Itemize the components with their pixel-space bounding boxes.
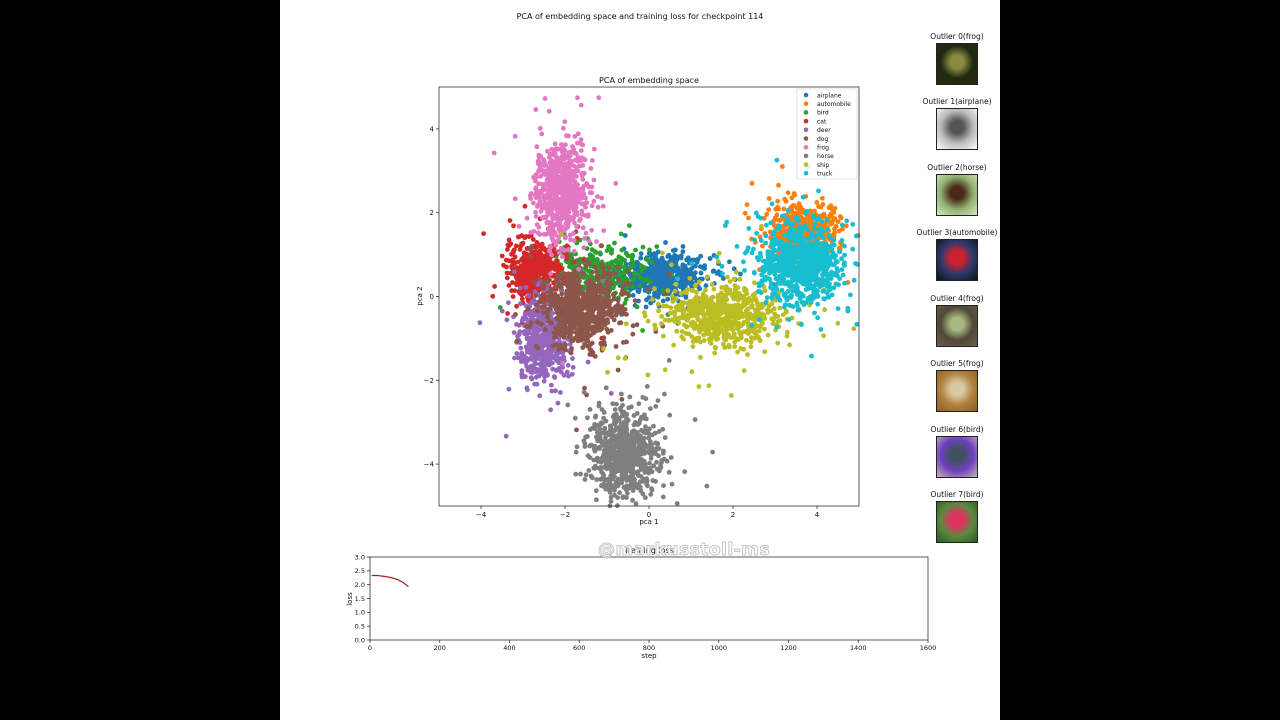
legend-marker-cat bbox=[803, 118, 809, 124]
loss-x-tick-label: 1000 bbox=[710, 644, 727, 652]
legend-marker-deer bbox=[803, 127, 809, 133]
pca-x-tick-label: 0 bbox=[647, 511, 651, 519]
legend-marker-bird bbox=[803, 110, 809, 115]
outlier-3: Outlier 3(automobile) bbox=[907, 228, 1007, 281]
loss-y-ticks: 0.0 0.5 1.0 1.5 2.0 2.5 3.0 bbox=[355, 553, 370, 644]
series-horse bbox=[565, 278, 715, 509]
legend-frame bbox=[796, 88, 858, 180]
outlier-label: Outlier 4(frog) bbox=[930, 294, 984, 303]
legend-label-horse: horse bbox=[817, 153, 834, 160]
loss-y-tick-label: 2.0 bbox=[355, 581, 365, 589]
loss-y-tick-label: 0.0 bbox=[355, 636, 365, 644]
legend-label-airplane: airplane bbox=[817, 92, 842, 99]
legend-label-truck: truck bbox=[817, 171, 833, 178]
pca-y-tick-label: 4 bbox=[430, 125, 435, 133]
pca-points bbox=[477, 95, 861, 509]
loss-axes-frame bbox=[369, 556, 929, 641]
loss-x-tick-label: 1200 bbox=[780, 644, 797, 652]
loss-y-tick-label: 1.5 bbox=[355, 595, 365, 603]
pca-x-tick-label: −4 bbox=[476, 511, 487, 519]
pca-scatter-chart: PCA of embedding space −4 −2 0 2 4 −4 −2 0 2 4 p… bbox=[416, 76, 861, 526]
legend-label-cat: cat bbox=[817, 118, 827, 125]
pca-y-tick-label: −2 bbox=[424, 377, 434, 385]
loss-x-tick-label: 600 bbox=[573, 644, 585, 652]
loss-y-tick-label: 1.0 bbox=[355, 609, 365, 617]
pca-y-tick-label: −4 bbox=[424, 461, 435, 469]
legend-label-dog: dog bbox=[817, 136, 828, 143]
loss-x-tick-label: 800 bbox=[643, 644, 655, 652]
pca-x-tick-label: 4 bbox=[815, 511, 820, 519]
series-frog bbox=[491, 95, 619, 366]
pca-y-tick-label: 0 bbox=[430, 293, 434, 301]
outlier-6: Outlier 6(bird) bbox=[907, 425, 1007, 478]
legend-label-automobile: automobile bbox=[817, 101, 851, 108]
outlier-label: Outlier 5(frog) bbox=[930, 359, 984, 368]
loss-title: Training loss bbox=[623, 546, 674, 555]
outlier-image bbox=[936, 108, 978, 150]
outlier-image bbox=[936, 43, 978, 85]
outlier-image bbox=[936, 305, 978, 347]
outlier-image bbox=[936, 239, 978, 281]
pca-x-label: pca 1 bbox=[639, 518, 658, 526]
pca-x-tick-label: −2 bbox=[560, 511, 570, 519]
loss-y-tick-label: 3.0 bbox=[355, 553, 365, 561]
outlier-image bbox=[936, 174, 978, 216]
pca-y-ticks: −4 −2 0 2 4 bbox=[424, 125, 439, 469]
outlier-label: Outlier 7(bird) bbox=[930, 490, 984, 499]
outlier-image bbox=[936, 436, 978, 478]
outlier-1: Outlier 1(airplane) bbox=[907, 97, 1007, 150]
legend-label-deer: deer bbox=[817, 127, 831, 134]
series-truck bbox=[675, 157, 860, 359]
legend-marker-airplane bbox=[803, 92, 809, 98]
loss-x-tick-label: 1400 bbox=[850, 644, 867, 652]
outlier-image bbox=[936, 370, 978, 412]
legend-marker-truck bbox=[803, 171, 809, 176]
loss-y-tick-label: 2.5 bbox=[355, 567, 365, 575]
legend-marker-automobile bbox=[803, 101, 809, 106]
legend-label-bird: bird bbox=[817, 110, 829, 117]
figure-canvas: PCA of embedding space and training loss… bbox=[280, 0, 1000, 720]
legend-label-ship: ship bbox=[817, 162, 830, 169]
training-loss-chart: Training loss 0 200 400 600 800 1000 1200 1400 1… bbox=[346, 546, 936, 660]
outlier-0: Outlier 0(frog) bbox=[907, 32, 1007, 85]
outlier-label: Outlier 0(frog) bbox=[930, 32, 984, 41]
outlier-label: Outlier 3(automobile) bbox=[916, 228, 998, 237]
series-dog bbox=[513, 199, 672, 433]
legend-marker-frog bbox=[803, 144, 809, 150]
figure-suptitle: PCA of embedding space and training loss… bbox=[516, 12, 764, 21]
loss-y-label: loss bbox=[346, 592, 354, 606]
legend-label-frog: frog bbox=[817, 145, 829, 152]
legend-marker-dog bbox=[803, 136, 809, 141]
outlier-2: Outlier 2(horse) bbox=[907, 163, 1007, 216]
outlier-5: Outlier 5(frog) bbox=[907, 359, 1007, 412]
loss-x-tick-label: 0 bbox=[368, 644, 372, 652]
outlier-image bbox=[936, 501, 978, 543]
loss-x-ticks: 0 200 400 600 800 1000 1200 1400 1600 bbox=[368, 640, 936, 652]
loss-y-tick-label: 0.5 bbox=[355, 622, 365, 630]
pca-title: PCA of embedding space bbox=[599, 76, 699, 85]
loss-curve bbox=[371, 574, 409, 588]
pca-y-tick-label: 2 bbox=[430, 209, 434, 217]
legend-marker-ship bbox=[803, 162, 809, 167]
outlier-7: Outlier 7(bird) bbox=[907, 490, 1007, 543]
loss-x-tick-label: 200 bbox=[434, 644, 446, 652]
outlier-label: Outlier 6(bird) bbox=[930, 425, 984, 434]
outlier-4: Outlier 4(frog) bbox=[907, 294, 1007, 347]
loss-x-tick-label: 400 bbox=[503, 644, 515, 652]
legend-marker-horse bbox=[803, 153, 809, 159]
outlier-label: Outlier 1(airplane) bbox=[922, 97, 992, 106]
loss-x-tick-label: 1600 bbox=[920, 644, 937, 652]
pca-x-tick-label: 2 bbox=[731, 511, 735, 519]
pca-y-label: pca 2 bbox=[416, 286, 424, 305]
outlier-label: Outlier 2(horse) bbox=[927, 163, 987, 172]
pca-x-ticks: −4 −2 0 2 4 bbox=[476, 506, 820, 519]
loss-x-label: step bbox=[641, 652, 657, 660]
